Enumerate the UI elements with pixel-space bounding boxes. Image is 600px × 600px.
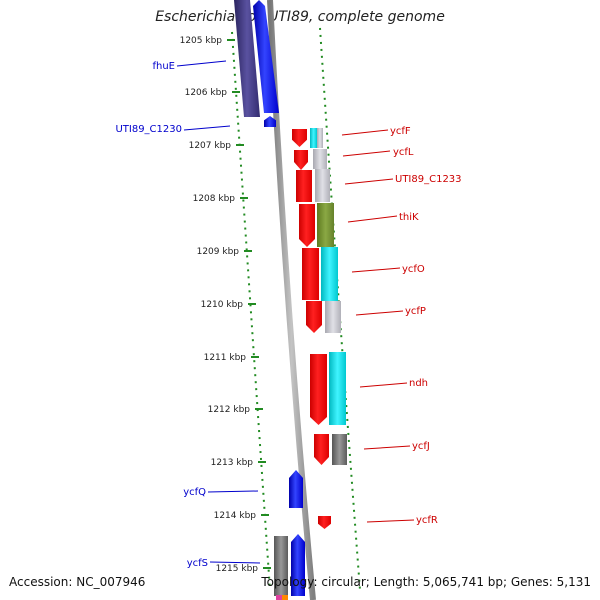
gene-label-leader: [341, 129, 389, 136]
gene-label-leader: [344, 178, 394, 185]
map-title: Escherichia coli UTI89, complete genome: [155, 9, 445, 25]
scale-tick-label: 1214 kbp: [214, 511, 257, 521]
gene-label-leader: [209, 561, 261, 564]
gene-label: ycfS: [187, 558, 208, 569]
gene-label: ycfP: [405, 306, 426, 317]
gene-label-leader: [351, 267, 401, 273]
cog-block: [329, 352, 346, 425]
gene-arrow-reverse: [318, 516, 331, 529]
gene-label-leader: [363, 445, 411, 450]
cog-block: [313, 149, 327, 169]
cog-block: [310, 128, 317, 148]
left-scale-track: [231, 31, 271, 591]
scale-tick-label: 1205 kbp: [180, 36, 223, 46]
right-scale-track: [319, 27, 361, 591]
scale-tick-label: 1208 kbp: [193, 194, 236, 204]
gene-label-leader: [359, 382, 408, 388]
gene-label-leader: [355, 310, 404, 316]
gene-label: ndh: [409, 378, 428, 389]
gene-label-leader: [183, 125, 231, 131]
gene-arrow-reverse: [292, 129, 307, 147]
accession-text: Accession: NC_007946: [9, 575, 146, 589]
scale-tick-label: 1215 kbp: [216, 564, 259, 574]
gene-label-leader: [176, 60, 227, 67]
gene-arrow-reverse: [306, 301, 322, 333]
scale-tick-label: 1209 kbp: [197, 247, 240, 257]
gene-arrow-reverse: [299, 204, 315, 247]
scale-tick-label: 1207 kbp: [189, 141, 232, 151]
gene-arrow-forward: [289, 470, 303, 508]
gene-label: ycfQ: [183, 487, 206, 498]
gene-arrow-reverse: [302, 248, 319, 300]
gene-label: ycfO: [402, 264, 425, 275]
scale-tick-label: 1211 kbp: [204, 353, 247, 363]
gene-arrow-reverse: [314, 434, 329, 465]
gene-label: ycfF: [390, 126, 411, 137]
gene-label: thiK: [399, 212, 419, 223]
scale-tick-label: 1212 kbp: [208, 405, 251, 415]
cog-block: [321, 247, 338, 301]
gene-label-leader: [366, 519, 415, 523]
scale-tick-label: 1206 kbp: [185, 88, 228, 98]
cog-block: [315, 169, 330, 202]
gene-arrow-reverse: [310, 354, 327, 425]
cog-block: [234, 0, 260, 117]
scale-tick-label: 1213 kbp: [211, 458, 254, 468]
gene-label: fhuE: [152, 61, 175, 72]
gene-label: ycfJ: [412, 441, 430, 452]
gene-arrow-reverse: [296, 170, 312, 202]
gene-label: UTI89_C1233: [395, 174, 462, 185]
gene-arrow-forward: [264, 116, 276, 127]
scale-tick-label: 1210 kbp: [201, 300, 244, 310]
gene-label-leader: [207, 490, 259, 493]
genome-summary-text: Topology: circular; Length: 5,065,741 bp…: [261, 575, 591, 589]
cog-block: [325, 301, 341, 333]
gene-label: ycfR: [416, 515, 438, 526]
cog-block: [317, 203, 334, 247]
cog-block: [317, 128, 323, 148]
gene-label: ycfL: [393, 147, 414, 158]
cog-block: [274, 536, 288, 596]
gene-arrow-forward: [253, 0, 279, 113]
cog-block: [276, 595, 282, 600]
cog-block: [332, 434, 347, 465]
gene-arrow-reverse: [294, 150, 308, 170]
gene-label: UTI89_C1230: [115, 124, 182, 135]
gene-label-leader: [347, 215, 398, 223]
gene-label-leader: [342, 150, 391, 157]
gene-arrow-forward: [291, 534, 305, 596]
cog-block: [282, 595, 288, 600]
